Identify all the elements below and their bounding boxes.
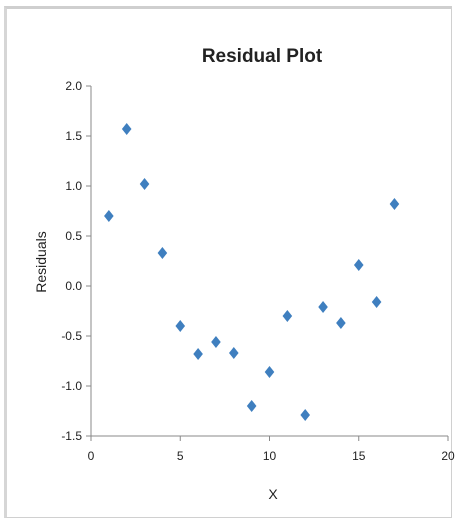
residual-point [175, 320, 186, 332]
residual-point [229, 347, 239, 359]
residual-point [264, 366, 275, 378]
x-axis-label: X [268, 486, 278, 502]
residual-point [282, 310, 293, 322]
residual-point [353, 259, 364, 271]
residual-point [157, 247, 168, 259]
y-tick-label: 1.0 [65, 179, 82, 193]
chart-frame [4, 6, 452, 518]
chart-title: Residual Plot [202, 46, 323, 67]
y-tick-label: 1.5 [65, 129, 82, 143]
residual-point [300, 409, 310, 421]
x-tick-label: 0 [88, 449, 95, 463]
residual-point [104, 210, 114, 222]
residual-point [211, 336, 221, 348]
x-tick-label: 10 [263, 449, 277, 463]
y-tick-label: 0.5 [65, 229, 82, 243]
residual-point [139, 178, 150, 190]
residual-point [318, 301, 328, 313]
residual-point [336, 317, 346, 329]
residual-point [389, 198, 400, 210]
y-tick-label: 2.0 [65, 79, 82, 93]
y-tick-label: -0.5 [61, 329, 82, 343]
residual-point [371, 296, 382, 308]
y-tick-label: -1.5 [61, 429, 82, 443]
residual-point [193, 348, 203, 360]
y-tick-label: 0.0 [65, 279, 82, 293]
residual-point [121, 123, 132, 135]
x-tick-label: 5 [177, 449, 184, 463]
x-tick-label: 15 [352, 449, 366, 463]
x-tick-label: 20 [441, 449, 455, 463]
y-axis-label: Residuals [33, 231, 49, 292]
y-tick-label: -1.0 [61, 379, 82, 393]
residual-point [246, 400, 257, 412]
